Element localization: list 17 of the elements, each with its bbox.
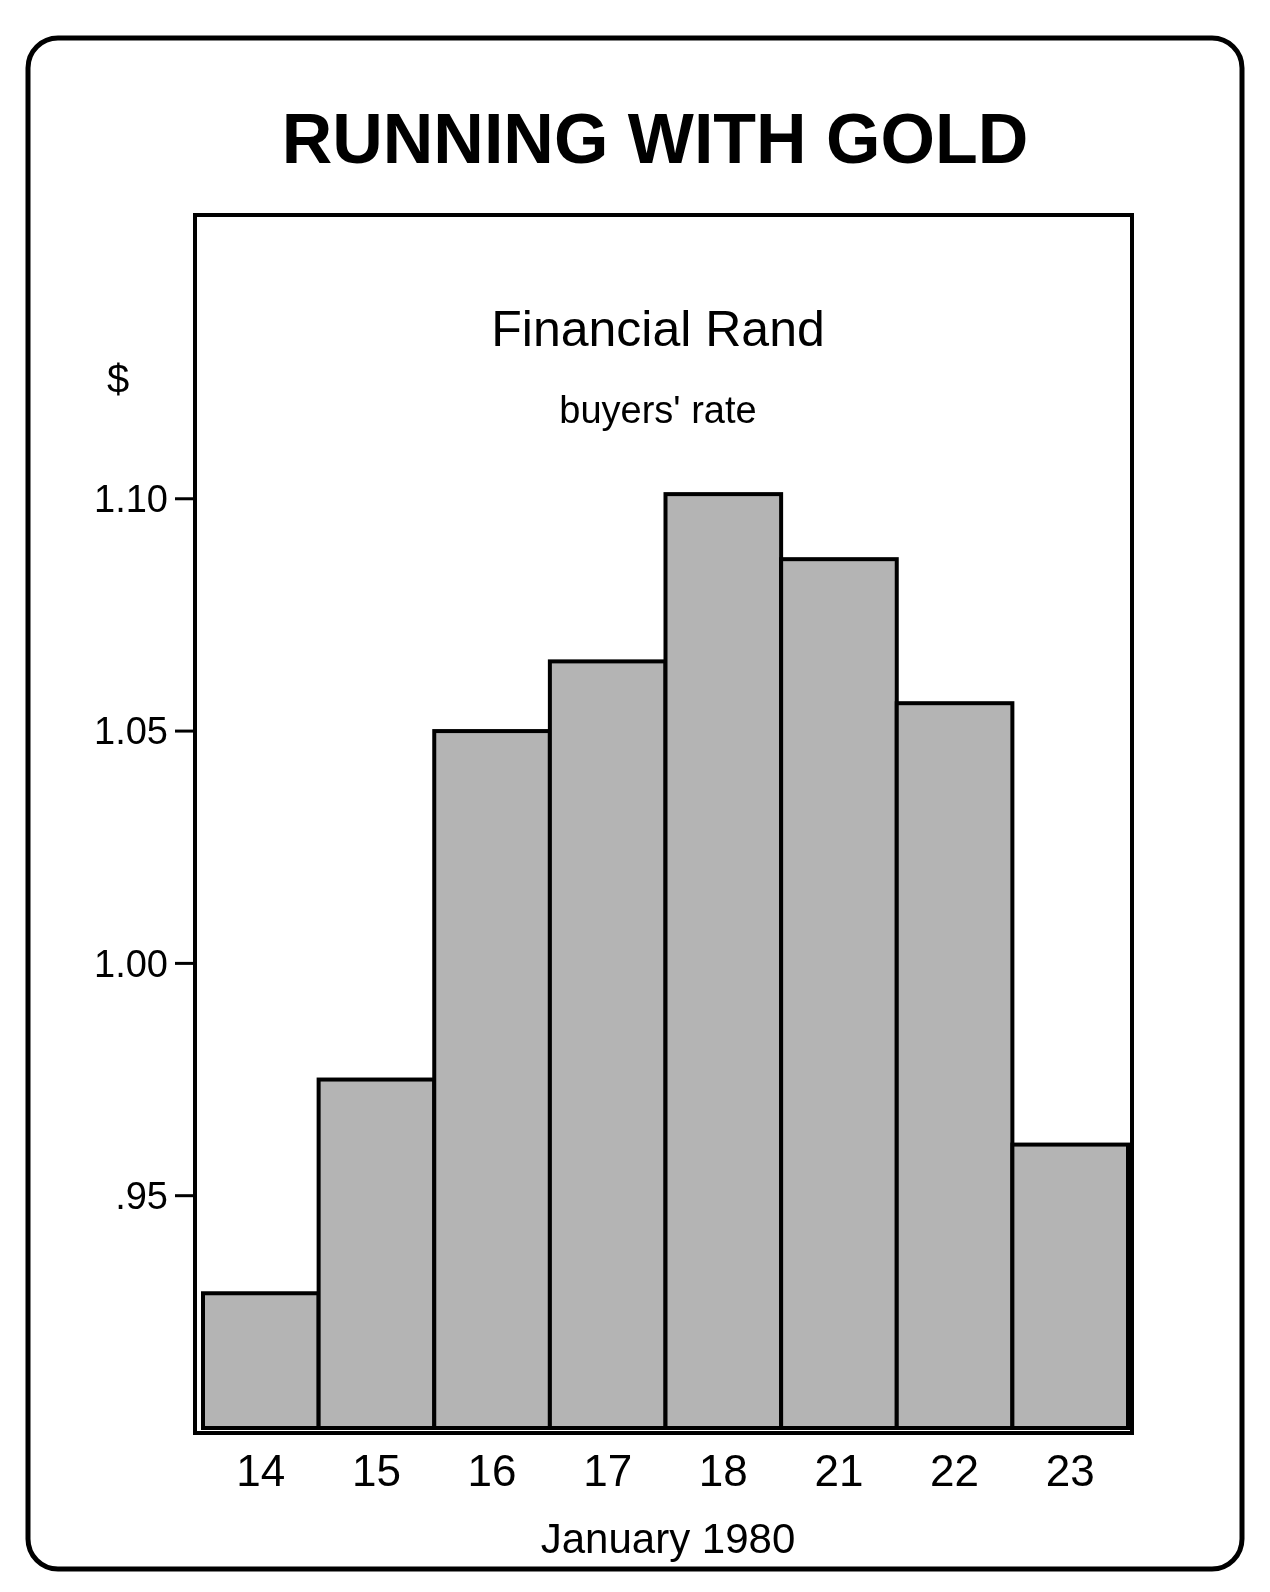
x-tick-label: 21 [814, 1446, 864, 1495]
x-tick-label: 17 [583, 1446, 633, 1495]
y-axis-title: $ [106, 357, 130, 401]
text: Financial Rand [491, 301, 825, 357]
y-tick-label: .95 [115, 1174, 168, 1217]
x-axis-title: January 1980 [540, 1515, 796, 1562]
x-tick-label: 18 [698, 1446, 748, 1495]
annotation: buyers' rate [559, 389, 757, 431]
y-tick-label: 1.10 [94, 478, 168, 521]
y-tick-label: 1.00 [94, 942, 168, 985]
x-tick-label: 16 [467, 1446, 517, 1495]
chart-title: RUNNING WITH GOLD [281, 100, 1029, 178]
x-tick-label: 15 [351, 1446, 401, 1495]
x-tick-label: 22 [930, 1446, 980, 1495]
x-tick-label: 23 [1045, 1446, 1095, 1495]
x-tick-label: 14 [236, 1446, 286, 1495]
y-tick-label: 1.05 [94, 710, 168, 753]
